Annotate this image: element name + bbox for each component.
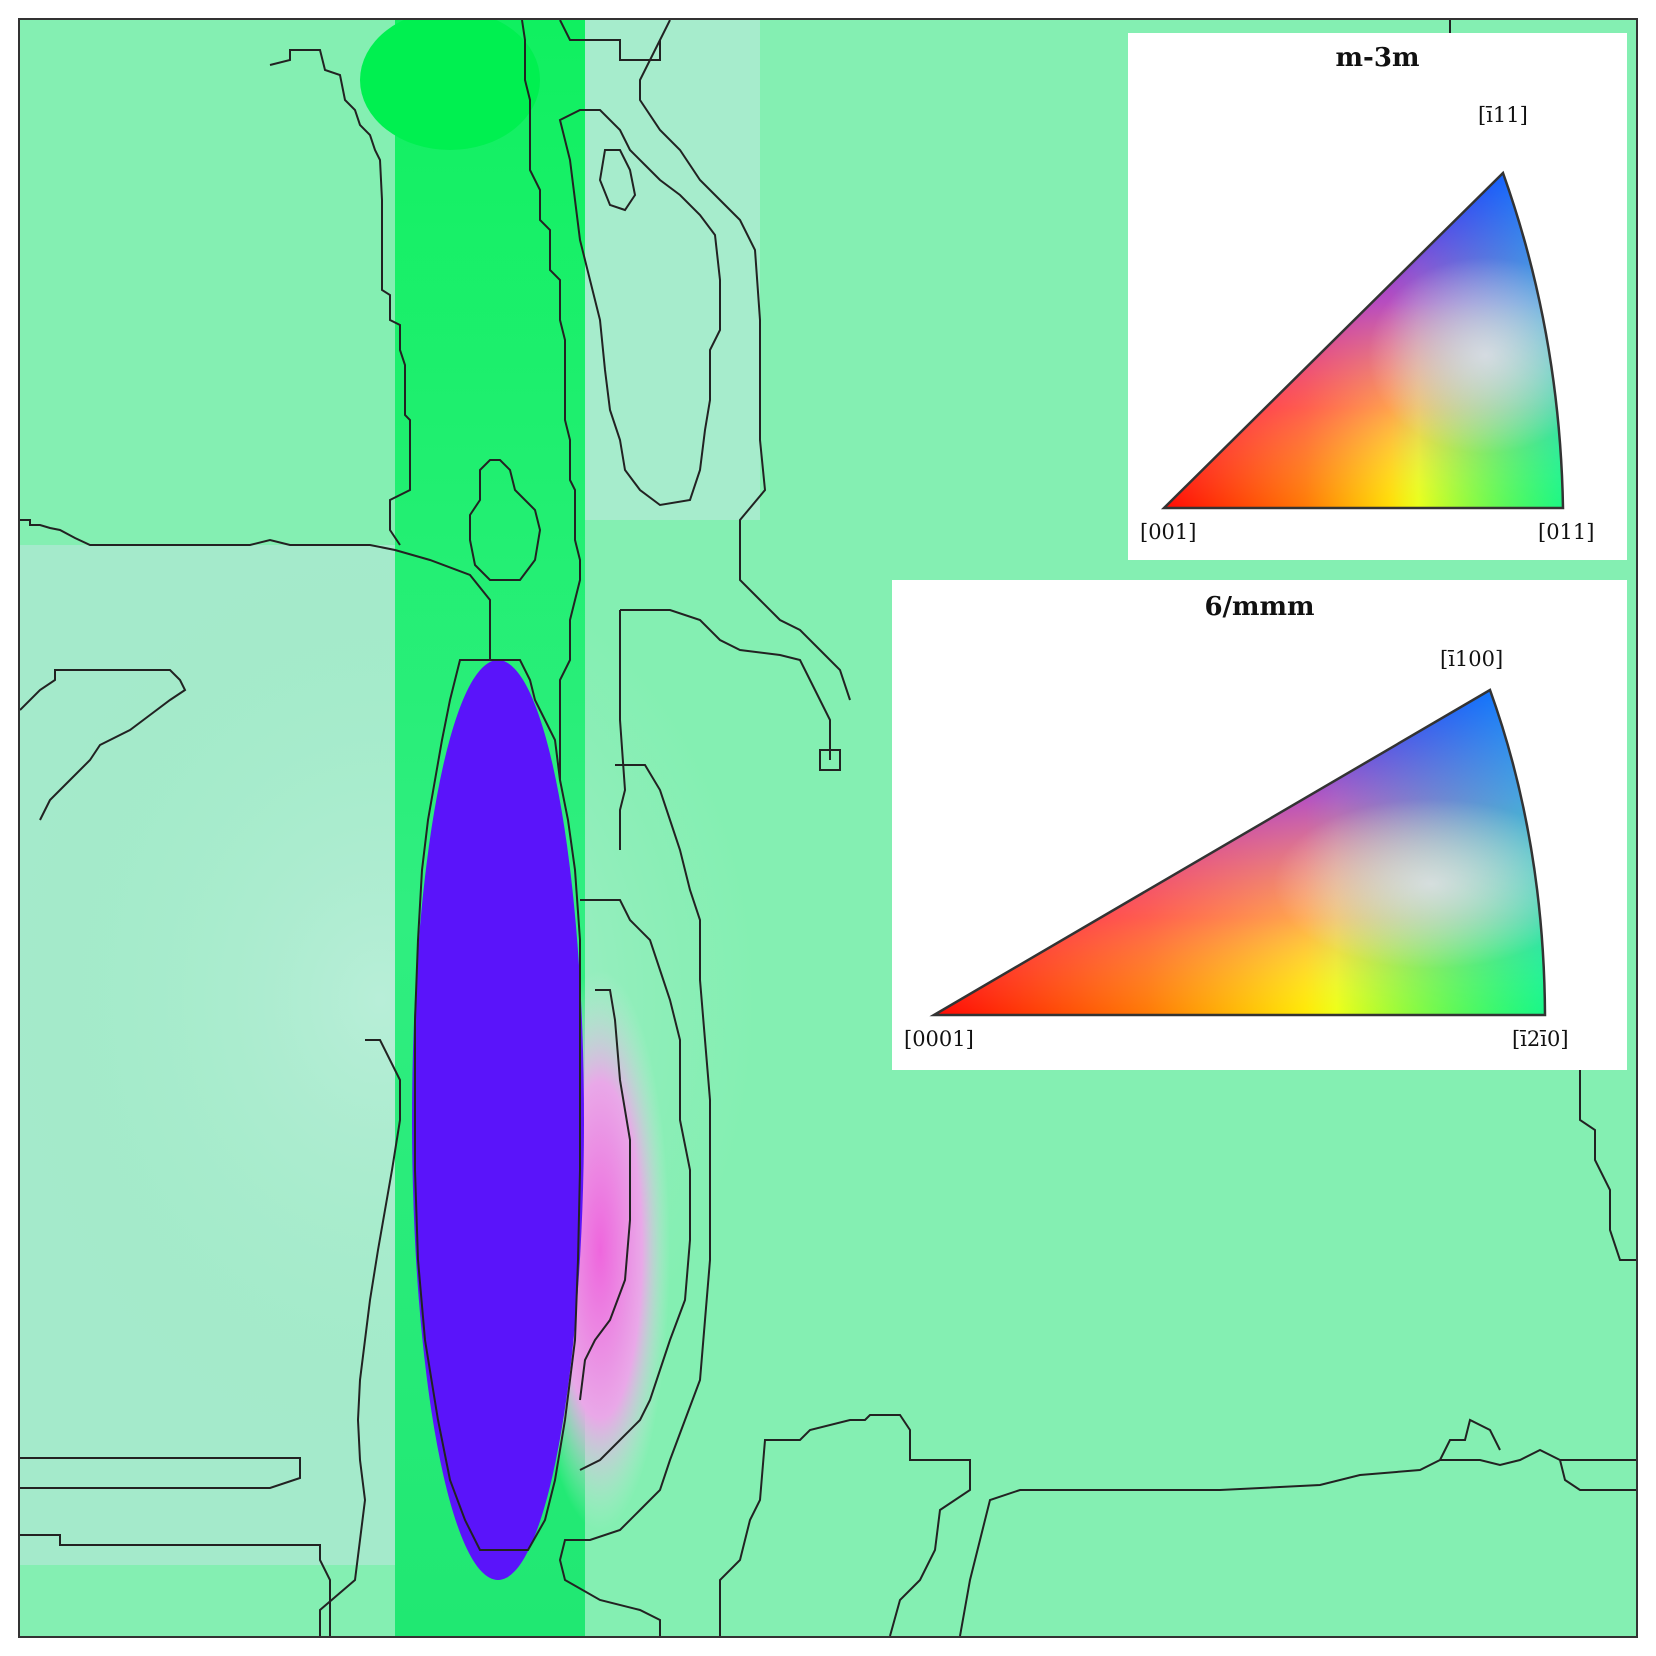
boundary-bottom-right <box>959 1418 1636 1636</box>
boundary-tiny-loop <box>598 149 637 212</box>
boundary-inner-loop <box>558 109 721 507</box>
legend-cubic-title: m-3m <box>1335 43 1420 73</box>
orientation-map-canvas <box>20 20 1636 1636</box>
legend-hex-outline <box>929 688 1547 1017</box>
legend-hex-key <box>929 688 1547 1017</box>
green-column-glow <box>360 20 540 150</box>
legend-cubic-label-111: [ī11] <box>1478 103 1528 127</box>
boundary-column-left <box>269 49 411 546</box>
boundary-bottom-middle <box>719 1414 971 1636</box>
boundary-right-edge <box>1579 1060 1636 1261</box>
boundary-upper-left <box>20 519 491 660</box>
blue-grain <box>412 660 584 1580</box>
legend-cubic-key <box>1160 170 1565 510</box>
boundary-pink-shells <box>558 764 711 1636</box>
boundary-small-island <box>469 459 542 581</box>
boundary-column-lower-left <box>319 1039 401 1636</box>
boundary-bottom-left-1 <box>20 1457 301 1489</box>
boundary-mid-vertical <box>620 609 841 771</box>
boundary-column-right <box>521 20 581 780</box>
legend-hex-title: 6/mmm <box>1204 592 1315 622</box>
legend-hex-label-1210: [ī2ī0] <box>1512 1027 1569 1051</box>
boundary-right-of-column <box>639 39 851 701</box>
boundary-bottom-left-2 <box>20 1534 331 1636</box>
boundary-left-tongue <box>20 669 187 821</box>
boundary-blue-grain <box>414 659 581 1551</box>
boundary-vertical-strip <box>619 610 627 850</box>
legend-hex-label-1100: [ī100] <box>1440 647 1504 671</box>
legend-cubic-label-011: [011] <box>1538 520 1595 544</box>
legend-cubic: m-3m <box>1128 33 1627 560</box>
grain-boundaries <box>20 20 1636 1636</box>
legend-cubic-outline <box>1160 170 1565 510</box>
legend-cubic-label-001: [001] <box>1140 520 1197 544</box>
legend-hex-label-0001: [0001] <box>904 1027 974 1051</box>
legend-hex: 6/mmm <box>892 580 1627 1070</box>
orientation-map <box>18 18 1638 1638</box>
